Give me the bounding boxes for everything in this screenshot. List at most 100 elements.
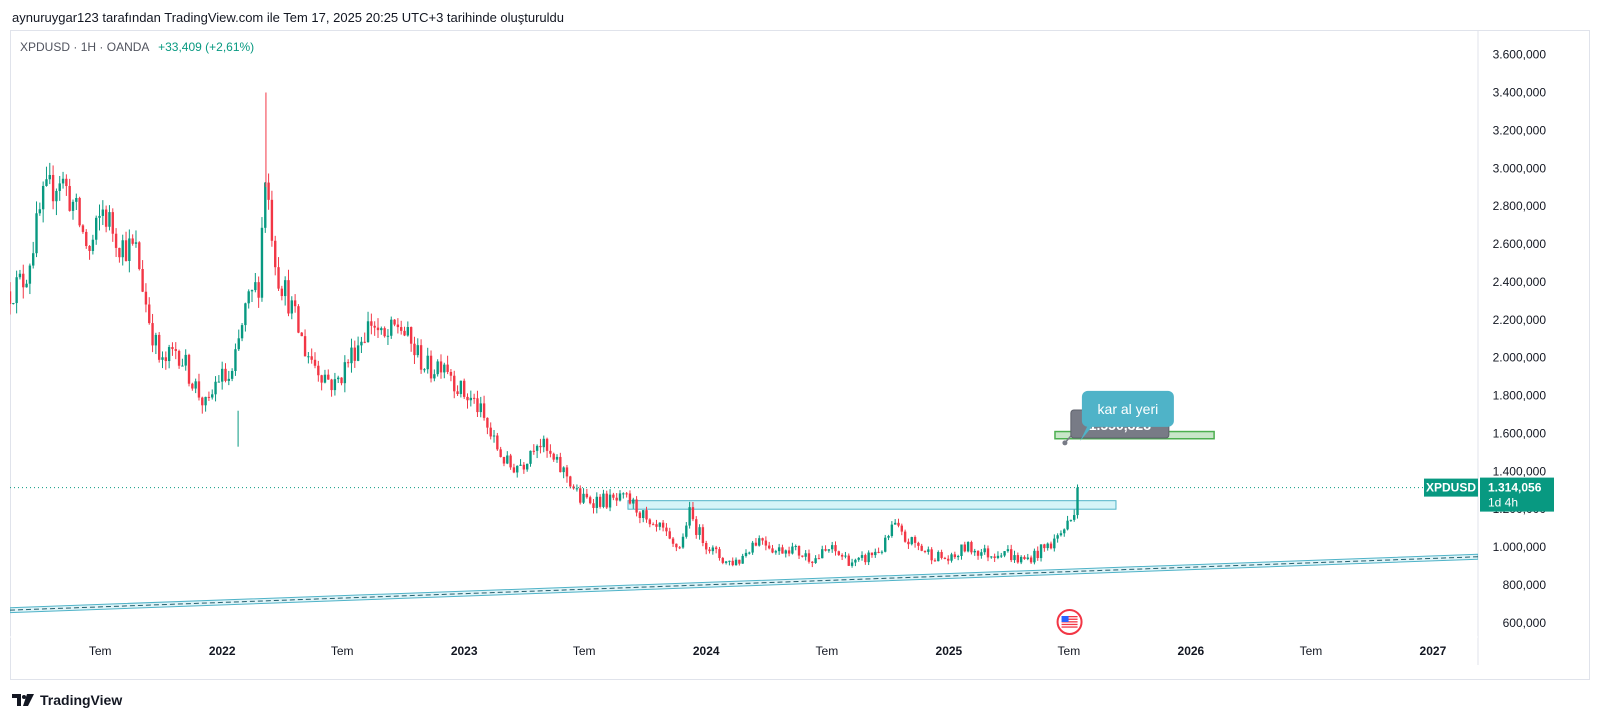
- price-tick-label: 600,000: [1503, 616, 1547, 630]
- candle-up: [688, 507, 691, 526]
- candle-up: [32, 253, 35, 266]
- candle-up: [529, 450, 532, 464]
- candle-down: [801, 555, 804, 557]
- candle-up: [724, 561, 728, 563]
- candle-down: [781, 547, 784, 554]
- candle-down: [482, 403, 486, 418]
- candle-up: [555, 456, 559, 460]
- candle-up: [234, 349, 237, 372]
- candle-down: [764, 540, 768, 546]
- candle-up: [519, 464, 522, 466]
- time-tick-label: 2022: [209, 644, 236, 658]
- time-tick-label: 2027: [1420, 644, 1447, 658]
- candle-up: [45, 179, 48, 186]
- candle-down: [270, 199, 274, 241]
- candle-down: [310, 356, 313, 360]
- candle-up: [48, 174, 51, 180]
- candle-down: [651, 524, 655, 526]
- candle-up: [154, 334, 158, 346]
- candle-down: [787, 550, 791, 554]
- flag-canton: [1061, 616, 1069, 622]
- candle-up: [1033, 550, 1036, 563]
- candle-down: [1043, 544, 1046, 549]
- candle-down: [403, 330, 406, 336]
- candle-down: [1010, 549, 1013, 561]
- chart-frame[interactable]: [10, 30, 1590, 680]
- candle-up: [857, 557, 860, 560]
- candle-down: [559, 456, 562, 473]
- candle-up: [748, 552, 751, 554]
- candle-down: [267, 182, 270, 200]
- symbol-exchange: OANDA: [106, 40, 149, 54]
- candle-up: [283, 280, 287, 297]
- candle-down: [1016, 555, 1020, 563]
- candle-down: [549, 450, 552, 454]
- candle-down: [114, 233, 118, 248]
- time-tick-label: Tem: [573, 644, 596, 658]
- candle-down: [277, 267, 280, 289]
- candle-up: [860, 555, 864, 558]
- candle-down: [993, 556, 996, 558]
- candle-down: [187, 354, 191, 384]
- candle-up: [161, 357, 164, 360]
- tradingview-logo[interactable]: TradingView: [12, 692, 122, 708]
- candle-down: [721, 558, 724, 563]
- candle-down: [317, 365, 320, 376]
- candle-down: [224, 368, 227, 381]
- candle-up: [990, 556, 993, 558]
- candle-up: [1039, 544, 1043, 559]
- flag-stripe: [1061, 618, 1078, 620]
- candle-down: [297, 306, 300, 333]
- candle-down: [565, 467, 569, 477]
- price-tick-label: 1.400,000: [1493, 464, 1547, 478]
- time-tick-label: 2024: [693, 644, 720, 658]
- candle-down: [933, 560, 937, 562]
- candle-up: [1056, 535, 1059, 539]
- candle-up: [956, 556, 960, 558]
- current-price-value: 1.314,056: [1488, 481, 1542, 495]
- candle-down: [635, 499, 638, 513]
- candle-down: [840, 554, 844, 557]
- flag-stripe: [1061, 616, 1078, 618]
- candle-down: [864, 555, 867, 563]
- candle-down: [569, 476, 572, 487]
- candle-up: [1003, 551, 1006, 556]
- candle-down: [655, 524, 658, 527]
- candle-down: [300, 332, 303, 337]
- candle-up: [734, 559, 738, 566]
- candle-up: [380, 328, 383, 331]
- candle-down: [118, 247, 121, 258]
- candle-down: [496, 435, 499, 450]
- candle-down: [131, 238, 134, 244]
- candle-down: [449, 371, 453, 376]
- candle-down: [638, 512, 642, 518]
- candle-down: [628, 493, 632, 504]
- candle-down: [363, 341, 366, 343]
- candle-up: [1019, 556, 1023, 563]
- candle-up: [443, 364, 446, 373]
- candle-down: [144, 291, 148, 305]
- candle-down: [877, 551, 880, 553]
- candle-down: [22, 273, 25, 288]
- price-tick-label: 1.800,000: [1493, 389, 1547, 403]
- candle-down: [661, 522, 665, 528]
- candle-up: [758, 538, 761, 546]
- brand-name: TradingView: [40, 692, 123, 708]
- candle-down: [768, 545, 771, 549]
- candle-down: [645, 510, 648, 520]
- candle-down: [943, 557, 947, 559]
- candle-up: [980, 552, 983, 556]
- candle-up: [1053, 538, 1056, 549]
- candle-down: [817, 558, 821, 560]
- candle-down: [903, 531, 907, 542]
- price-tick-label: 2.600,000: [1493, 237, 1547, 251]
- candle-down: [738, 559, 741, 564]
- symbol-info[interactable]: XPDUSD · 1H · OANDA +33,409 (+2,61%): [20, 40, 254, 54]
- price-tick-label: 1.000,000: [1493, 540, 1547, 554]
- candle-down: [502, 456, 506, 464]
- candle-down: [917, 542, 920, 546]
- candle-down: [1029, 557, 1033, 563]
- candle-up: [290, 300, 293, 314]
- candle-down: [462, 380, 466, 397]
